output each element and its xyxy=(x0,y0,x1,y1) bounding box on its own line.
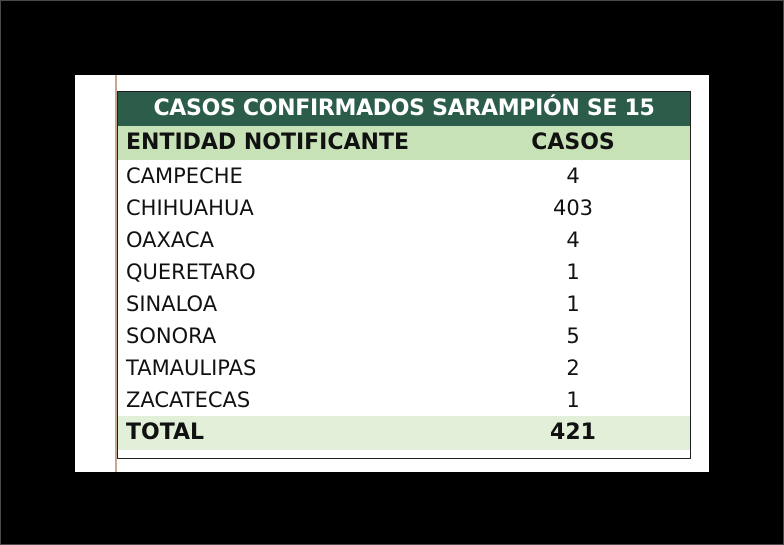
total-value: 421 xyxy=(550,420,596,445)
column-gridline xyxy=(115,75,117,472)
spreadsheet-capture: CASOS CONFIRMADOS SARAMPIÓN SE 15 ENTIDA… xyxy=(75,75,709,472)
casos-cell: 4 xyxy=(566,228,580,252)
table-row: SINALOA 1 xyxy=(118,288,690,320)
entidad-cell: OAXACA xyxy=(126,228,214,252)
casos-cell: 1 xyxy=(566,388,580,412)
table-row: ZACATECAS 1 xyxy=(118,384,690,416)
table-row: QUERETARO 1 xyxy=(118,256,690,288)
cases-table: CASOS CONFIRMADOS SARAMPIÓN SE 15 ENTIDA… xyxy=(117,91,691,459)
total-row: TOTAL 421 xyxy=(118,416,690,450)
casos-cell: 5 xyxy=(566,324,580,348)
table-row: CHIHUAHUA 403 xyxy=(118,192,690,224)
entidad-cell: TAMAULIPAS xyxy=(126,356,257,380)
entidad-cell: ZACATECAS xyxy=(126,388,251,412)
table-title: CASOS CONFIRMADOS SARAMPIÓN SE 15 xyxy=(118,92,690,126)
entidad-cell: CAMPECHE xyxy=(126,164,243,188)
casos-cell: 1 xyxy=(566,292,580,316)
casos-cell: 2 xyxy=(566,356,580,380)
table-header-row: ENTIDAD NOTIFICANTE CASOS xyxy=(118,126,690,160)
column-header-casos: CASOS xyxy=(531,130,615,155)
casos-cell: 403 xyxy=(552,196,594,220)
column-header-entidad: ENTIDAD NOTIFICANTE xyxy=(126,130,409,155)
table-row: OAXACA 4 xyxy=(118,224,690,256)
table-row: CAMPECHE 4 xyxy=(118,160,690,192)
casos-cell: 4 xyxy=(566,164,580,188)
entidad-cell: QUERETARO xyxy=(126,260,256,284)
entidad-cell: CHIHUAHUA xyxy=(126,196,254,220)
entidad-cell: SONORA xyxy=(126,324,217,348)
casos-cell: 1 xyxy=(566,260,580,284)
table-row: SONORA 5 xyxy=(118,320,690,352)
table-row: TAMAULIPAS 2 xyxy=(118,352,690,384)
entidad-cell: SINALOA xyxy=(126,292,218,316)
total-label: TOTAL xyxy=(126,420,205,445)
